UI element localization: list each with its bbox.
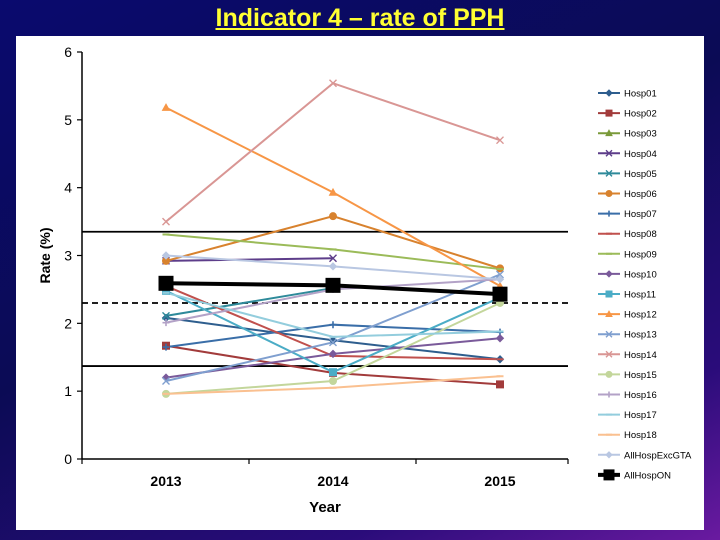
legend-label: Hosp03	[624, 129, 657, 140]
y-tick-label: 0	[64, 451, 72, 467]
legend-label: Hosp16	[624, 390, 657, 401]
series-line-hosp04	[165, 257, 334, 262]
y-tick-label: 6	[64, 44, 72, 60]
legend-marker	[606, 210, 612, 217]
data-point-hosp10	[495, 334, 505, 343]
y-tick-label: 1	[64, 383, 72, 399]
y-tick-label: 4	[64, 180, 72, 196]
series-line-hosp14	[165, 82, 501, 223]
data-point-hosp10	[328, 349, 338, 359]
data-point-allhospon	[325, 277, 341, 293]
data-point-allhospexcgta	[495, 275, 505, 284]
data-point-hosp14	[329, 79, 337, 88]
x-tick-label: 2013	[150, 473, 181, 489]
legend-label: Hosp17	[624, 410, 657, 421]
axes: 0 1 2 3 4 5 6 2013 2014 2015 Year Rate (%)	[37, 44, 569, 516]
legend-marker	[606, 391, 612, 398]
legend-label: AllHospON	[624, 470, 671, 481]
data-point-hosp12	[161, 103, 171, 111]
legend-label: Hosp01	[624, 89, 657, 100]
legend-marker	[605, 330, 613, 338]
y-tick-label: 2	[64, 315, 72, 331]
y-tick-label: 5	[64, 112, 72, 128]
legend-label: Hosp18	[624, 430, 657, 441]
legend-label: Hosp02	[624, 109, 657, 120]
legend-marker	[605, 310, 613, 317]
legend-marker	[605, 451, 613, 459]
legend-marker	[605, 169, 613, 177]
data-point-allhospexcgta	[161, 251, 171, 260]
legend-marker	[605, 190, 613, 197]
data-point-hosp13	[329, 338, 337, 347]
data-point-hosp06	[329, 212, 337, 221]
legend-marker	[603, 469, 615, 481]
data-point-allhospon	[492, 286, 508, 302]
x-axis-title: Year	[309, 499, 341, 516]
data-point-hosp13	[496, 270, 504, 279]
legend-marker	[605, 149, 613, 157]
legend-label: Hosp15	[624, 370, 657, 381]
legend-marker	[605, 350, 613, 358]
legend-marker	[605, 290, 613, 298]
legend-label: Hosp09	[624, 249, 657, 260]
legend-marker	[605, 270, 613, 278]
legend-label: Hosp12	[624, 310, 657, 321]
legend-label: Hosp14	[624, 350, 657, 361]
x-tick-label: 2014	[317, 473, 348, 489]
legend-marker	[605, 129, 613, 137]
data-point-allhospexcgta	[328, 262, 338, 271]
y-axis-title: Rate (%)	[37, 227, 53, 283]
data-point-hosp14	[496, 136, 504, 145]
series-lines	[165, 82, 501, 395]
legend-label: AllHospExcGTA	[624, 450, 692, 461]
legend-label: Hosp07	[624, 209, 657, 220]
series-markers	[158, 79, 508, 398]
slide-title: Indicator 4 – rate of PPH	[215, 4, 505, 32]
data-point-hosp16	[162, 319, 170, 327]
legend-label: Hosp05	[624, 169, 657, 180]
data-point-hosp07	[162, 343, 170, 351]
data-point-hosp05	[162, 311, 170, 320]
data-point-hosp12	[328, 187, 338, 196]
legend-marker	[605, 109, 613, 117]
data-point-hosp14	[162, 217, 170, 226]
legend-label: Hosp13	[624, 330, 657, 341]
legend-label: Hosp08	[624, 229, 657, 240]
series-line-hosp05	[165, 287, 334, 317]
legend-marker	[605, 89, 613, 97]
data-point-hosp07	[329, 321, 337, 329]
y-tick-label: 3	[64, 248, 72, 264]
x-tick-label: 2015	[484, 473, 515, 489]
data-point-hosp15	[329, 376, 337, 385]
chart-panel: 0 1 2 3 4 5 6 2013 2014 2015 Year Rate (%) Hosp01 Ho…	[16, 36, 704, 530]
legend-label: Hosp04	[624, 149, 657, 160]
data-point-hosp04	[329, 254, 337, 263]
legend-label: Hosp06	[624, 189, 657, 200]
legend-label: Hosp10	[624, 269, 657, 280]
data-point-hosp13	[162, 376, 170, 385]
data-point-hosp11	[329, 368, 337, 377]
legend-label: Hosp11	[624, 290, 656, 301]
legend: Hosp01 Hosp02 Hosp03 Hosp04 Hosp05 Hosp06 Hosp…	[598, 89, 692, 481]
legend-marker	[605, 370, 613, 378]
data-point-hosp02	[496, 380, 504, 389]
data-point-allhospon	[158, 275, 174, 291]
